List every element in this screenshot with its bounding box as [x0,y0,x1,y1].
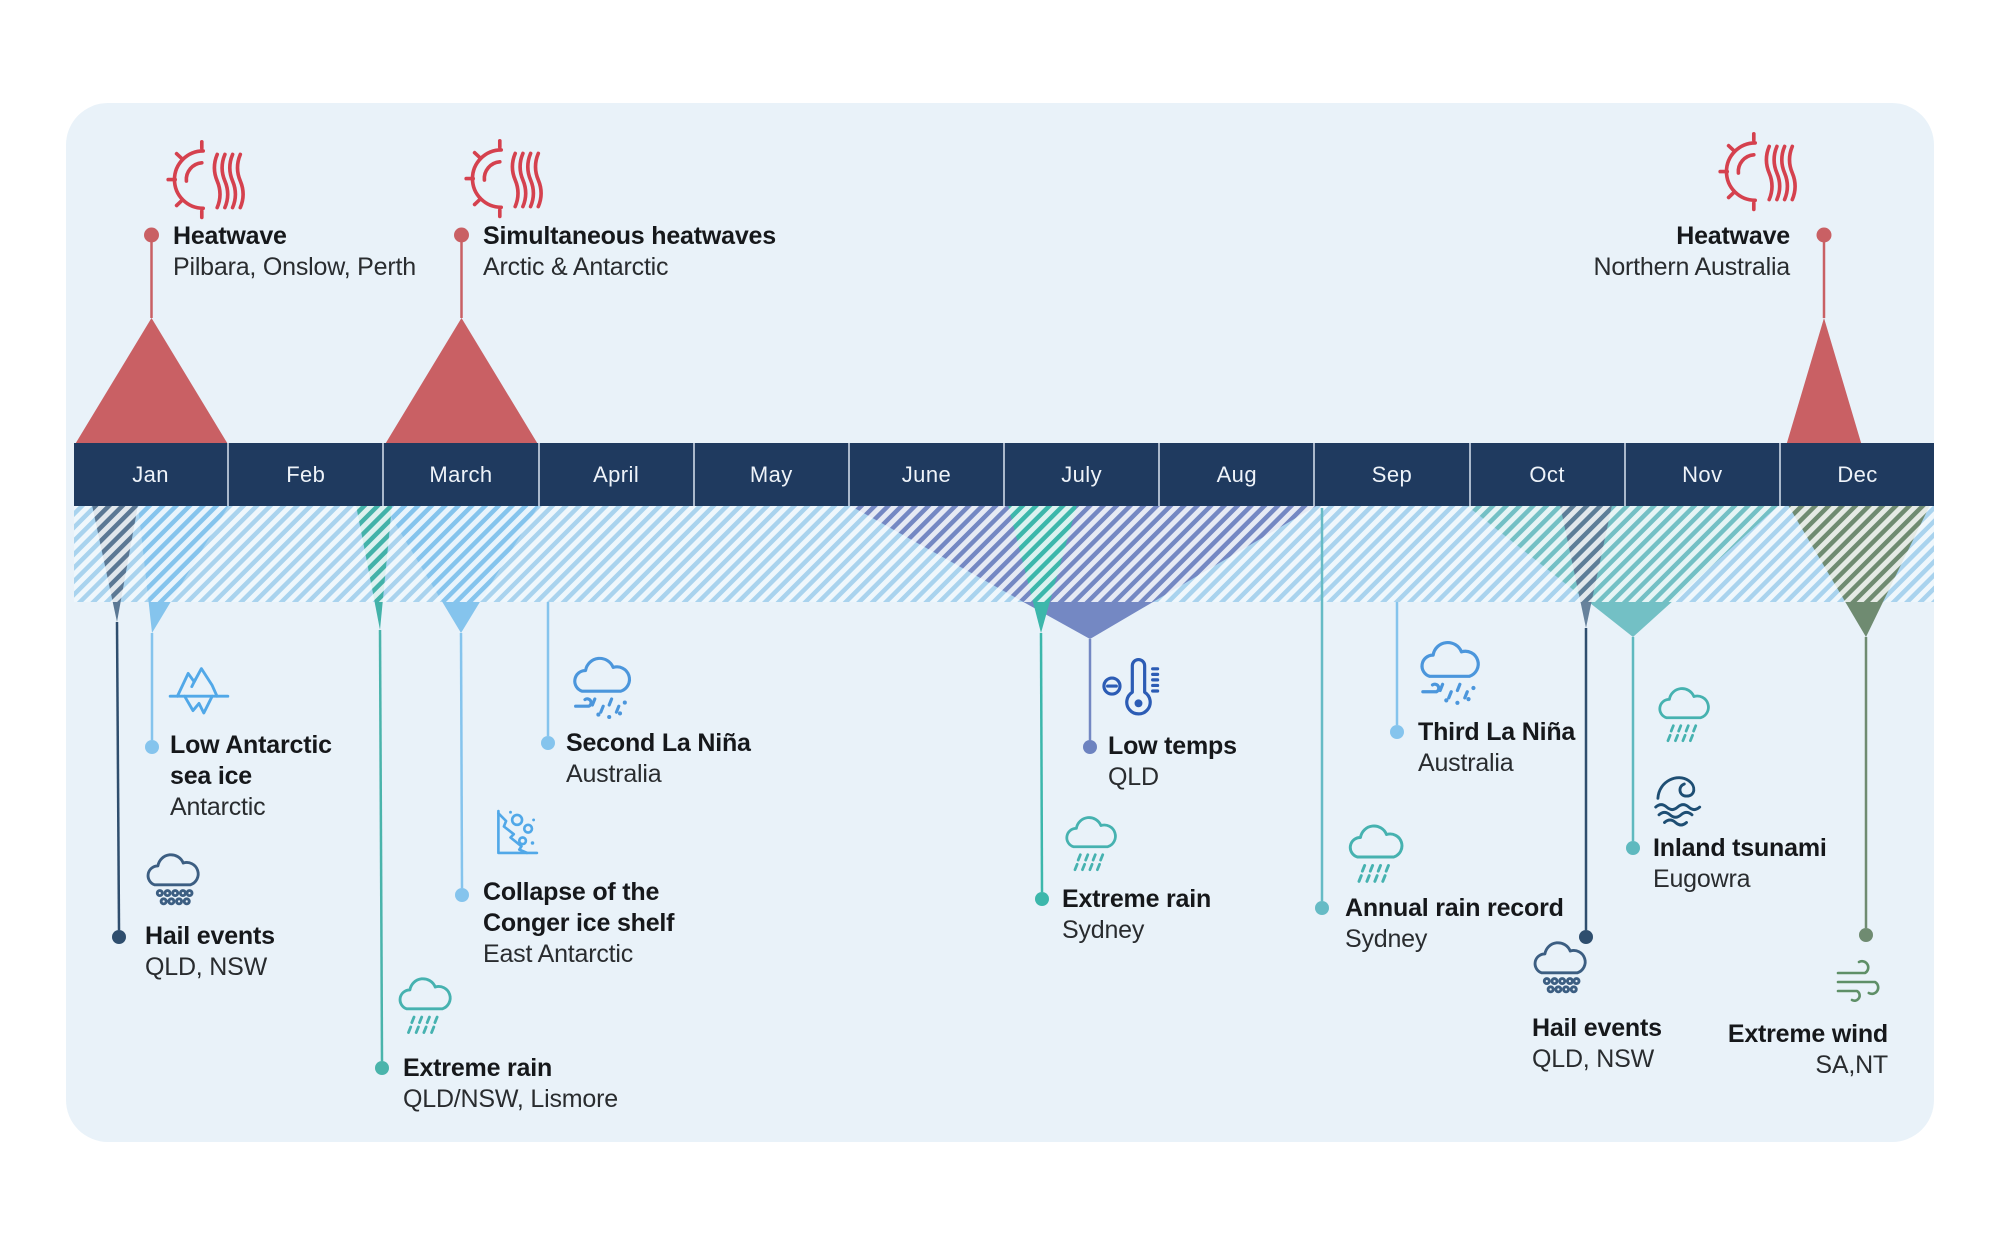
event-location: QLD, NSW [145,953,268,981]
rain-cloud-icon [398,977,452,1034]
event-title: Second La Niña [566,729,751,757]
heatwave-march-marker [384,227,539,446]
rain-cloud-icon [1065,816,1117,872]
month-cell-oct: Oct [1468,443,1624,506]
event-location: Northern Australia [1593,253,1791,281]
heatwave-jan-marker [74,227,229,446]
connector-inland-tsunami [1626,637,1640,855]
month-cell-july: July [1003,443,1158,506]
event-location: Sydney [1062,916,1145,944]
cold-thermometer-icon [1102,657,1160,716]
event-title: Extreme rain [1062,885,1212,913]
month-cell-dec: Dec [1778,443,1934,506]
event-title: Hail events [1532,1014,1662,1042]
event-label-annual-rain-record: Annual rain record Sydney [1345,893,1564,955]
rain-cloud-icon [1348,824,1404,883]
event-label-heatwaves-march: Simultaneous heatwaves Arctic & Antarcti… [483,221,776,283]
connectors-below [112,508,1873,1075]
event-title: Hail events [145,922,275,950]
event-label-heatwave-jan: Heatwave Pilbara, Onslow, Perth [173,221,416,283]
event-label-hail-events-jan: Hail events QLD, NSW [145,921,275,983]
month-cell-jan: Jan [132,461,169,487]
rain-cloud-icon [1658,687,1710,743]
event-title: Third La Niña [1418,718,1576,746]
event-title: sea ice [170,762,253,790]
heatwave-sun-icon [464,138,543,219]
event-title: Extreme wind [1727,1020,1888,1048]
connector-extreme-wind [1859,637,1873,942]
event-title: Heatwave [1676,222,1790,250]
month-cell-feb: Feb [227,443,382,506]
heatwave-sun-icon [166,139,245,220]
event-label-extreme-rain-sydney: Extreme rain Sydney [1062,884,1211,946]
month-cell-march: March [382,443,537,506]
event-location: SA,NT [1815,1051,1888,1079]
event-location: Eugowra [1653,865,1751,893]
wind-icon [1836,959,1880,1002]
connector-second-la-nina [541,602,555,750]
iceberg-icon [168,667,230,715]
rain-wind-cloud-icon [1420,640,1480,707]
event-label-conger-ice-shelf: Collapse of the Conger ice shelf East An… [483,877,674,970]
connector-conger [455,632,469,902]
connector-low-antarctic [145,633,159,754]
event-title: Annual rain record [1345,894,1564,922]
event-location: Australia [1418,749,1514,777]
tsunami-wave-icon [1654,776,1702,827]
event-location: QLD/NSW, Lismore [403,1085,618,1113]
month-cell-april: April [537,443,693,506]
connector-hail-jan [112,621,126,944]
event-location: Australia [566,760,662,788]
event-label-hail-events-oct: Hail events QLD, NSW [1532,1013,1662,1075]
event-title: Collapse of the [483,878,660,906]
connector-low-temps [1083,639,1097,754]
event-title: Inland tsunami [1653,834,1827,862]
event-title: Heatwave [173,222,287,250]
event-label-extreme-rain-lismore: Extreme rain QLD/NSW, Lismore [403,1053,618,1115]
connector-extreme-rain-sydney [1035,632,1049,906]
event-location: QLD [1108,763,1159,791]
event-label-low-temps: Low temps QLD [1108,731,1237,793]
event-location: QLD, NSW [1532,1045,1655,1073]
event-title: Simultaneous heatwaves [483,222,776,250]
heatwave-dec-marker [1786,227,1862,446]
event-label-heatwave-dec: Heatwave Northern Australia [1450,221,1791,283]
event-location: East Antarctic [483,940,634,968]
month-cell-nov: Nov [1623,443,1779,506]
month-cell-aug: Aug [1158,443,1313,506]
event-title: Low temps [1108,732,1237,760]
event-title: Conger ice shelf [483,909,675,937]
connector-third-la-nina [1390,602,1404,739]
event-label-third-la-nina: Third La Niña Australia [1418,717,1575,779]
connector-extreme-rain-lismore [375,629,389,1075]
event-title: Extreme rain [403,1054,553,1082]
month-cell-sep: Sep [1313,443,1468,506]
event-label-second-la-nina: Second La Niña Australia [566,728,751,790]
connector-hail-oct [1579,628,1593,944]
rain-wind-cloud-icon [573,656,632,721]
event-location: Antarctic [170,793,266,821]
hail-cloud-icon [146,853,200,906]
month-bar: Jan Feb March April May June July Aug Se… [74,443,1934,506]
rockfall-icon [497,809,539,855]
month-cell-june: June [847,443,1003,506]
event-title: Low Antarctic [170,731,332,759]
event-label-low-antarctic-sea-ice: Low Antarctic sea ice Antarctic [170,730,332,823]
event-label-extreme-wind: Extreme wind SA,NT [1648,1019,1888,1081]
heatwave-triangles [74,227,1862,446]
event-location: Arctic & Antarctic [483,253,669,281]
band-hatch-overlay [74,505,1934,602]
month-cell-may: May [692,443,848,506]
event-location: Sydney [1345,925,1428,953]
connector-annual-rain [1315,508,1329,915]
event-label-inland-tsunami: Inland tsunami Eugowra [1653,833,1827,895]
event-location: Pilbara, Onslow, Perth [173,253,416,281]
heatwave-sun-icon [1718,131,1797,212]
